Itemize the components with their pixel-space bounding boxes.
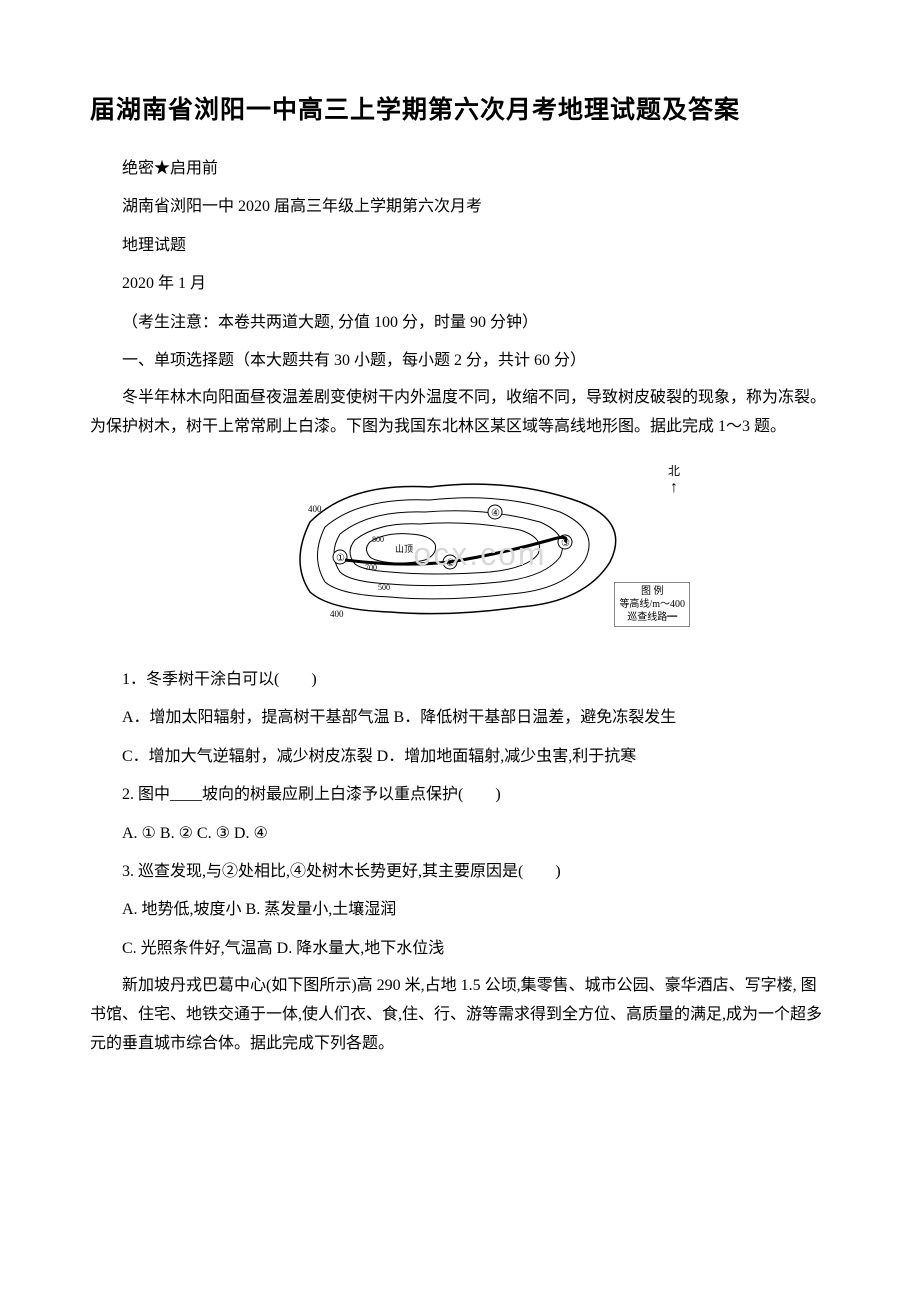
exam-date: 2020 年 1 月 <box>90 265 830 303</box>
page-title: 届湖南省浏阳一中高三上学期第六次月考地理试题及答案 <box>90 90 830 126</box>
north-arrow-icon: ↑ <box>668 479 680 497</box>
question-3-options-ab: A. 地势低,坡度小 B. 蒸发量小,土壤湿润 <box>90 891 830 929</box>
question-2-options: A. ① B. ② C. ③ D. ④ <box>90 815 830 853</box>
contour-400-label-2: 400 <box>330 609 344 619</box>
topographic-map-container: 山顶 800 700 500 400 400 ① ② ③ ④ 北 ↑ <box>90 462 830 637</box>
subject-label: 地理试题 <box>90 227 830 265</box>
contour-400-label-1: 400 <box>308 504 322 514</box>
contour-800-label: 800 <box>372 535 384 544</box>
passage-2: 新加坡丹戎巴葛中心(如下图所示)高 290 米,占地 1.5 公顷,集零售、城市… <box>90 972 830 1058</box>
topographic-map: 山顶 800 700 500 400 400 ① ② ③ ④ 北 ↑ <box>270 462 650 632</box>
legend-route: 巡查线路━ <box>619 611 685 624</box>
legend-title: 图 例 <box>619 585 685 598</box>
legend-contour: 等高线/m～400 <box>619 598 685 611</box>
section-1-header: 一、单项选择题（本大题共有 30 小题，每小题 2 分，共计 60 分） <box>90 342 830 380</box>
point-4: ④ <box>491 508 500 519</box>
question-1-options-cd: C．增加大气逆辐射，减少树皮冻裂 D．增加地面辐射,减少虫害,利于抗寒 <box>90 738 830 776</box>
passage-1: 冬半年林木向阳面昼夜温差剧变使树干内外温度不同，收缩不同，导致树皮破裂的现象，称… <box>90 384 830 442</box>
contour-map-svg: 山顶 800 700 500 400 400 ① ② ③ ④ <box>270 462 650 632</box>
question-1-stem: 1．冬季树干涂白可以( ) <box>90 661 830 699</box>
north-indicator: 北 ↑ <box>668 462 680 497</box>
confidential-label: 绝密★启用前 <box>90 150 830 188</box>
north-label: 北 <box>668 462 680 479</box>
contour-500-label: 500 <box>378 583 390 592</box>
question-3-options-cd: C. 光照条件好,气温高 D. 降水量大,地下水位浅 <box>90 930 830 968</box>
map-legend: 图 例 等高线/m～400 巡查线路━ <box>614 582 690 627</box>
school-exam-info: 湖南省浏阳一中 2020 届高三年级上学期第六次月考 <box>90 188 830 226</box>
exam-notice: （考生注意：本卷共两道大题, 分值 100 分，时量 90 分钟） <box>90 304 830 342</box>
peak-label: 山顶 <box>395 544 413 554</box>
question-2-stem: 2. 图中____坡向的树最应刷上白漆予以重点保护( ) <box>90 776 830 814</box>
question-1-options-ab: A．增加太阳辐射，提高树干基部气温 B．降低树干基部日温差，避免冻裂发生 <box>90 699 830 737</box>
question-3-stem: 3. 巡查发现,与②处相比,④处树木长势更好,其主要原因是( ) <box>90 853 830 891</box>
point-1: ① <box>336 553 345 564</box>
